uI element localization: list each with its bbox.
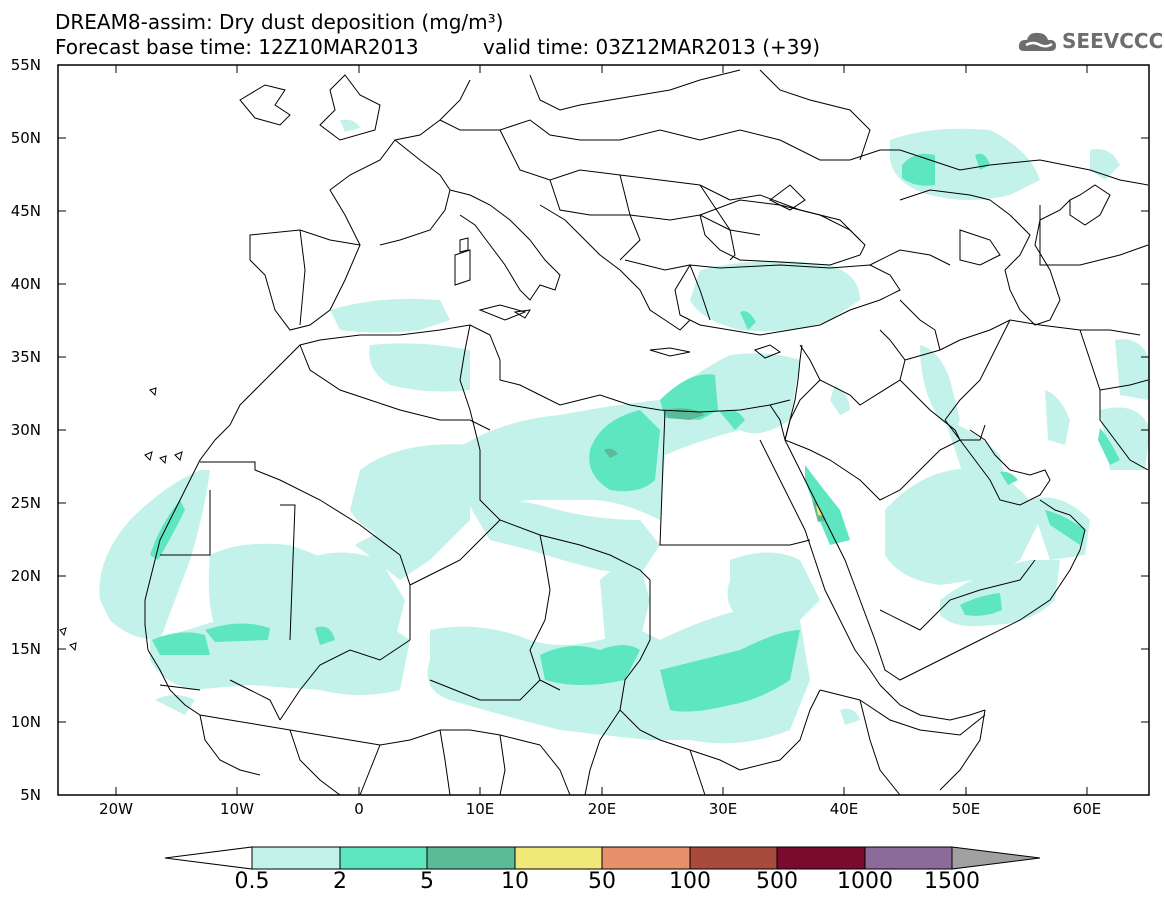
lon-label: 10W [220, 800, 254, 818]
colorbar-swatch-1 [339, 846, 428, 870]
lon-label: 10E [465, 800, 495, 818]
lat-label: 20N [10, 567, 41, 585]
lat-label: 5N [20, 786, 41, 804]
cloud-logo-icon [1018, 32, 1056, 51]
lat-label: 40N [10, 275, 41, 293]
forecast-base-time: Forecast base time: 12Z10MAR2013 [55, 35, 419, 59]
colorbar-swatch-4 [601, 846, 691, 870]
colorbar-label: 500 [756, 869, 798, 894]
map-title: DREAM8-assim: Dry dust deposition (mg/m³… [55, 10, 504, 34]
colorbar-swatch-5 [689, 846, 778, 870]
colorbar-label: 100 [669, 869, 711, 894]
colorbar-swatch-2 [426, 846, 516, 870]
lat-label: 35N [10, 348, 41, 366]
colorbar-swatch-6 [776, 846, 866, 870]
colorbar-label: 5 [420, 869, 434, 894]
lat-label: 55N [10, 56, 41, 74]
lat-label: 15N [10, 640, 41, 658]
dust-deposition-field [59, 69, 1149, 795]
valid-time: valid time: 03Z12MAR2013 (+39) [483, 35, 821, 59]
colorbar-label: 2 [333, 869, 347, 894]
lat-label: 45N [10, 202, 41, 220]
colorbar [164, 846, 1041, 870]
colorbar-label: 50 [588, 869, 616, 894]
seevccc-logo: SEEVCCC [1018, 27, 1163, 57]
colorbar-swatch-0 [251, 846, 341, 870]
lat-label: 50N [10, 129, 41, 147]
lon-label: 20E [587, 800, 617, 818]
lon-label: 60E [1072, 800, 1102, 818]
coastlines-borders [59, 69, 1149, 795]
logo-text: SEEVCCC [1062, 29, 1164, 53]
lon-label: 50E [951, 800, 981, 818]
colorbar-under-arrow [164, 846, 253, 870]
lon-label: 0 [354, 800, 364, 818]
lat-label: 30N [10, 421, 41, 439]
lon-label: 20W [99, 800, 133, 818]
colorbar-swatch-3 [514, 846, 603, 870]
axis-ticks [58, 64, 1149, 795]
colorbar-swatch-7 [864, 846, 953, 870]
colorbar-label: 1000 [837, 869, 893, 894]
colorbar-label: 10 [501, 869, 529, 894]
colorbar-over-arrow [951, 846, 1041, 870]
lon-label: 40E [829, 800, 859, 818]
colorbar-label: 0.5 [234, 869, 270, 894]
lat-label: 25N [10, 494, 41, 512]
lon-label: 30E [708, 800, 738, 818]
lat-label: 10N [10, 713, 41, 731]
colorbar-label: 1500 [924, 869, 980, 894]
